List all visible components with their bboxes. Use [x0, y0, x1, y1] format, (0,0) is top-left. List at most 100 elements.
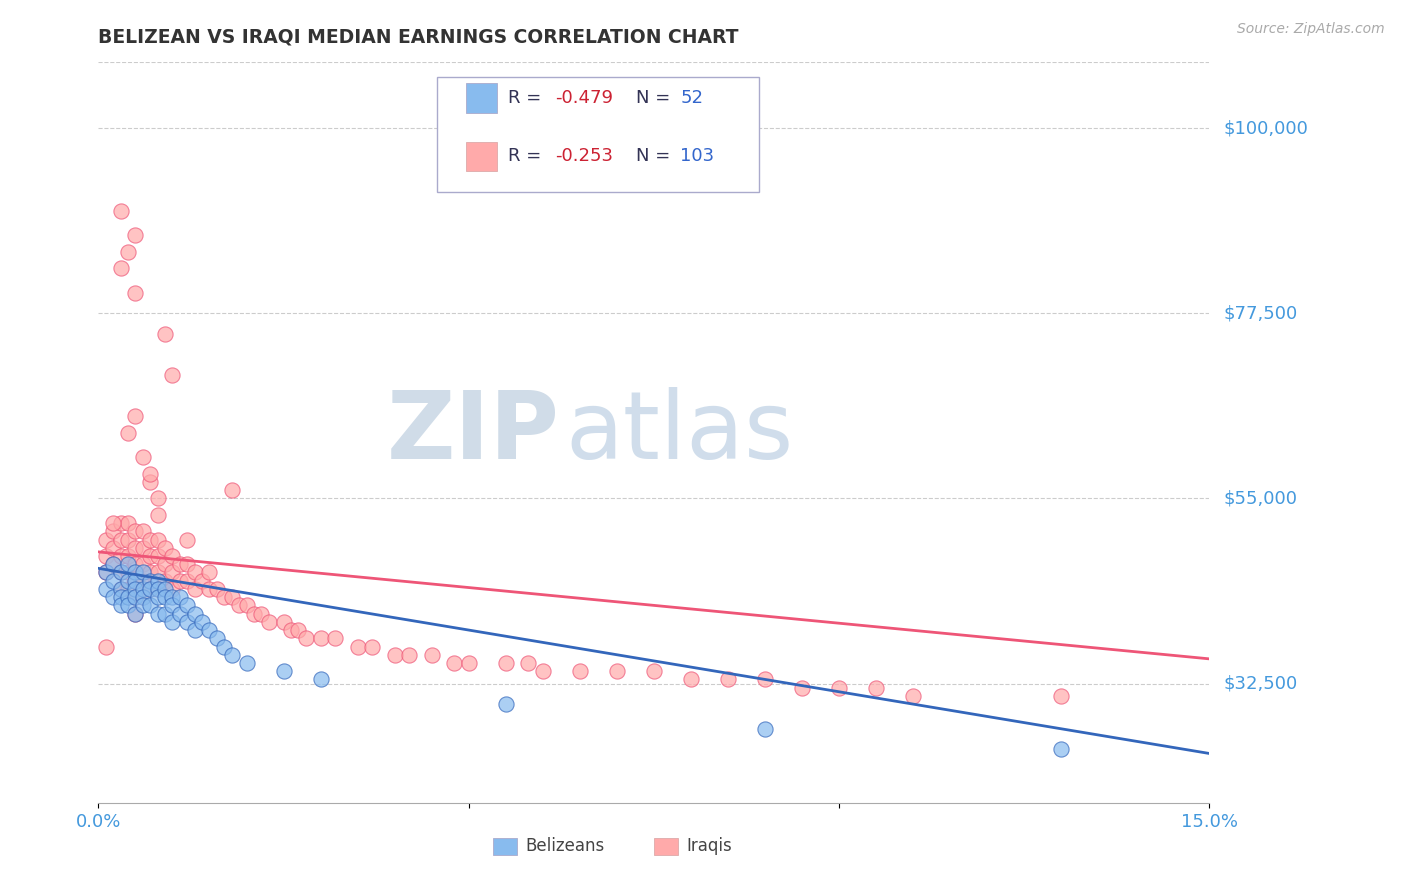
Point [110, 582, 132, 596]
Point [443, 656, 465, 670]
Text: -0.479: -0.479 [555, 89, 613, 107]
Point [221, 590, 243, 604]
Point [205, 582, 228, 596]
Point [162, 582, 184, 596]
Point [257, 615, 280, 629]
Point [828, 681, 851, 695]
Point [243, 607, 266, 621]
Point [117, 558, 139, 572]
FancyBboxPatch shape [492, 838, 517, 855]
Point [162, 615, 184, 629]
Point [110, 203, 132, 218]
Point [146, 590, 169, 604]
Point [495, 697, 517, 711]
Point [1050, 742, 1073, 756]
Point [124, 590, 146, 604]
Point [250, 607, 273, 621]
Point [110, 516, 132, 530]
Point [132, 582, 155, 596]
Point [117, 566, 139, 580]
Point [169, 607, 191, 621]
Point [124, 524, 146, 539]
Point [169, 574, 191, 588]
Point [117, 549, 139, 563]
Point [110, 261, 132, 276]
Point [198, 566, 221, 580]
Point [139, 574, 162, 588]
Point [94, 640, 117, 654]
Point [191, 615, 214, 629]
Point [139, 582, 162, 596]
Point [235, 656, 257, 670]
Point [162, 549, 184, 563]
Point [103, 558, 125, 572]
Point [117, 533, 139, 547]
Point [124, 228, 146, 243]
Point [103, 541, 125, 555]
Point [132, 590, 155, 604]
Point [103, 590, 125, 604]
Point [132, 590, 155, 604]
Text: atlas: atlas [565, 386, 793, 479]
Point [309, 632, 332, 646]
Point [139, 566, 162, 580]
Point [146, 566, 169, 580]
Point [117, 590, 139, 604]
Point [117, 574, 139, 588]
Y-axis label: Median Earnings: Median Earnings [0, 369, 7, 496]
Text: $32,500: $32,500 [1223, 674, 1298, 692]
Point [309, 673, 332, 687]
Point [110, 590, 132, 604]
Point [1050, 689, 1073, 703]
Point [162, 566, 184, 580]
Point [176, 558, 198, 572]
Point [531, 664, 554, 678]
Point [457, 656, 479, 670]
FancyBboxPatch shape [437, 78, 759, 192]
Point [94, 533, 117, 547]
Point [103, 558, 125, 572]
Point [198, 582, 221, 596]
Text: R =: R = [509, 89, 541, 107]
Point [124, 582, 146, 596]
Point [235, 599, 257, 613]
Point [643, 664, 665, 678]
Point [280, 623, 302, 637]
Point [176, 615, 198, 629]
Point [679, 673, 702, 687]
Point [103, 574, 125, 588]
Text: Source: ZipAtlas.com: Source: ZipAtlas.com [1237, 22, 1385, 37]
Point [169, 558, 191, 572]
Point [214, 640, 236, 654]
Text: BELIZEAN VS IRAQI MEDIAN EARNINGS CORRELATION CHART: BELIZEAN VS IRAQI MEDIAN EARNINGS CORREL… [98, 28, 740, 47]
Point [176, 574, 198, 588]
Point [139, 475, 162, 489]
Point [132, 574, 155, 588]
Point [117, 425, 139, 440]
Point [146, 533, 169, 547]
Point [110, 599, 132, 613]
Point [325, 632, 347, 646]
Point [139, 549, 162, 563]
Point [110, 566, 132, 580]
Point [162, 368, 184, 382]
Point [124, 558, 146, 572]
Text: $77,500: $77,500 [1223, 304, 1298, 322]
Point [110, 549, 132, 563]
Point [132, 599, 155, 613]
Point [153, 326, 176, 341]
Point [287, 623, 309, 637]
Point [146, 491, 169, 506]
Point [183, 566, 205, 580]
Point [146, 508, 169, 522]
FancyBboxPatch shape [465, 142, 498, 171]
Point [183, 623, 205, 637]
Point [214, 590, 236, 604]
Point [294, 632, 316, 646]
Point [110, 582, 132, 596]
Point [139, 599, 162, 613]
Point [606, 664, 628, 678]
Point [273, 664, 295, 678]
Point [117, 516, 139, 530]
Point [124, 574, 146, 588]
